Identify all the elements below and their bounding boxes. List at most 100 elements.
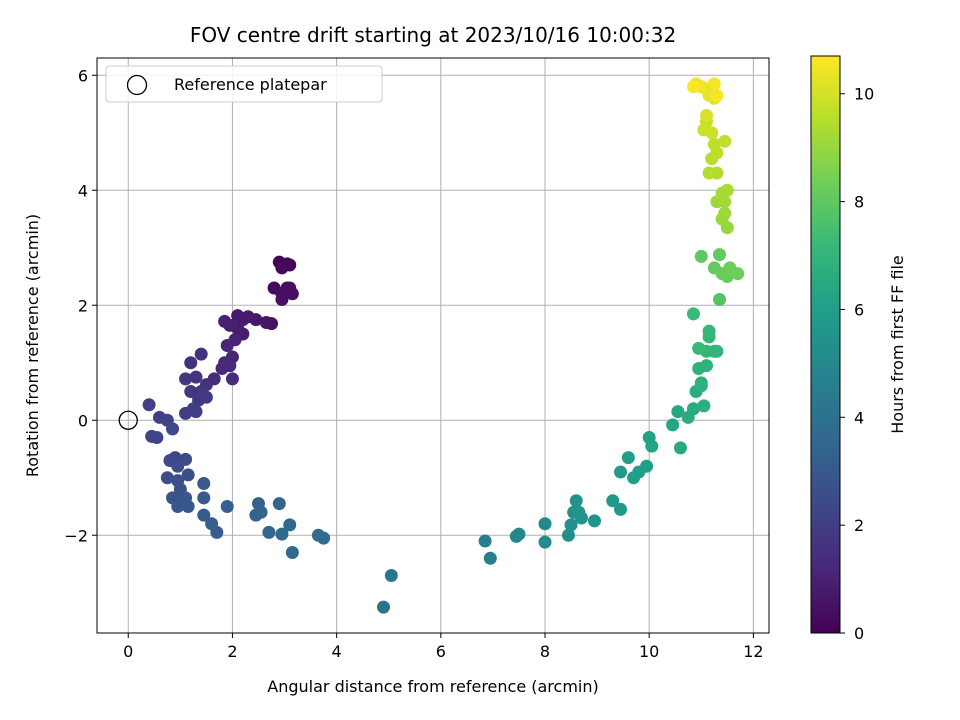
data-point	[275, 527, 289, 541]
data-point	[686, 402, 700, 416]
data-point	[478, 534, 492, 548]
colorbar-gradient	[810, 55, 841, 634]
data-point	[707, 137, 721, 151]
data-point	[731, 267, 745, 281]
data-point	[640, 459, 654, 473]
data-point	[215, 362, 229, 375]
data-point	[262, 525, 276, 539]
data-point	[686, 80, 700, 94]
data-point	[179, 491, 193, 505]
data-point	[686, 307, 700, 321]
data-point	[179, 406, 193, 420]
colorbar-tick-label: 0	[854, 624, 864, 643]
data-point	[254, 505, 268, 519]
data-point	[259, 316, 273, 329]
data-point	[283, 518, 297, 532]
data-point	[673, 441, 687, 455]
data-point	[145, 429, 159, 443]
data-point	[220, 339, 234, 352]
data-points	[142, 77, 745, 614]
x-tick-label: 4	[332, 642, 342, 661]
data-point	[614, 465, 628, 479]
data-point	[194, 347, 208, 361]
plot-area	[96, 57, 770, 634]
x-tick-label: 10	[639, 642, 659, 661]
x-tick-label: 2	[227, 642, 237, 661]
data-point	[699, 109, 713, 122]
data-point	[210, 525, 224, 539]
data-point	[197, 477, 211, 490]
data-point	[645, 439, 659, 453]
data-point	[718, 206, 732, 220]
data-point	[272, 497, 286, 511]
reference-point-marker	[118, 410, 138, 430]
data-point	[713, 293, 727, 306]
data-point	[197, 491, 211, 505]
data-point	[483, 551, 497, 565]
x-tick-label: 6	[436, 642, 446, 661]
data-point	[569, 494, 583, 508]
y-axis: −2 0 2 4 6	[64, 66, 97, 545]
data-point	[705, 126, 719, 140]
chart-title: FOV centre drift starting at 2023/10/16 …	[190, 23, 676, 47]
y-tick-label: 2	[78, 296, 88, 315]
x-tick-label: 0	[123, 642, 133, 661]
data-point	[384, 569, 398, 582]
data-point	[587, 514, 601, 528]
data-point	[699, 359, 713, 373]
data-point	[184, 385, 198, 398]
data-point	[694, 249, 708, 263]
data-point	[718, 134, 732, 148]
data-point	[275, 293, 289, 306]
data-point	[606, 494, 620, 508]
data-point	[231, 309, 245, 323]
data-point	[218, 314, 232, 328]
x-tick-label: 8	[540, 642, 550, 661]
data-point	[707, 77, 721, 91]
data-point	[561, 528, 575, 542]
data-point	[197, 508, 211, 522]
data-point	[142, 398, 156, 412]
colorbar-tick-label: 4	[854, 408, 864, 427]
data-point	[512, 527, 526, 541]
legend: Reference platepar	[105, 65, 383, 103]
data-point	[189, 405, 203, 419]
data-point	[538, 517, 552, 531]
data-point	[275, 261, 289, 275]
x-axis: 0 2 4 6 8 10 12	[123, 633, 764, 661]
data-point	[184, 356, 198, 370]
data-point	[538, 535, 552, 549]
data-point	[702, 324, 716, 338]
data-point	[283, 281, 297, 295]
data-point	[710, 88, 724, 102]
colorbar-label: Hours from first FF file	[888, 255, 907, 434]
y-tick-label: 0	[78, 411, 88, 430]
data-point	[574, 511, 588, 525]
data-point	[621, 451, 635, 465]
data-point	[692, 341, 706, 355]
data-point	[713, 248, 727, 262]
data-point	[199, 390, 213, 404]
plot-background	[97, 58, 769, 633]
data-point	[285, 546, 299, 559]
colorbar-ticks: 0 2 4 6 8 10	[840, 85, 874, 643]
y-tick-label: 6	[78, 66, 88, 85]
legend-box	[105, 65, 383, 103]
colorbar-tick-label: 2	[854, 516, 864, 535]
legend-entry-reference: Reference platepar	[174, 75, 327, 94]
data-point	[317, 531, 331, 545]
data-point	[710, 344, 724, 358]
data-point	[220, 500, 234, 513]
x-tick-label: 12	[743, 642, 763, 661]
plot-frame	[96, 57, 770, 634]
data-point	[166, 422, 180, 436]
data-point	[160, 471, 174, 485]
colorbar-tick-label: 8	[854, 193, 864, 212]
data-point	[189, 370, 203, 384]
colorbar-tick-label: 10	[854, 85, 874, 104]
data-point	[702, 166, 716, 180]
data-point	[666, 418, 680, 432]
data-point	[179, 372, 193, 386]
data-point	[181, 468, 195, 482]
